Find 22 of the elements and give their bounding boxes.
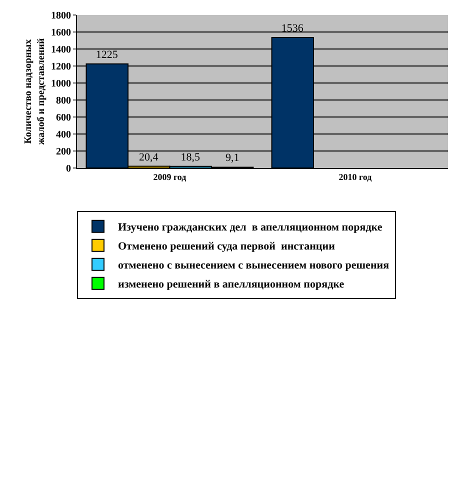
y-tick-label: 600 [56, 112, 71, 124]
x-tick-label: 2010 год [338, 172, 372, 182]
legend-label: Отменено решений суда первой инстанции [118, 240, 336, 253]
y-tick-label: 1800 [51, 10, 71, 22]
y-tick-label: 0 [66, 164, 71, 174]
legend-label: изменено решений в апелляционном порядке [118, 278, 344, 291]
legend-label: Изучено гражданских дел в апелляционном порядке [118, 222, 382, 234]
data-label: 9,1 [225, 152, 240, 164]
y-tick-label: 800 [56, 96, 71, 106]
legend-label: отменено с вынесением с вынесением нового решения [118, 260, 390, 272]
y-axis-title: Количество надзорных жалоб и представлений [23, 38, 47, 145]
y-tick-label: 1600 [51, 28, 71, 38]
data-label: 1225 [96, 48, 118, 61]
y-tick-label: 1000 [51, 78, 71, 90]
y-tick-label: 200 [56, 146, 71, 158]
data-label: 20,4 [139, 151, 159, 164]
data-label: 18,5 [180, 151, 200, 164]
y-tick-label: 1200 [51, 62, 71, 72]
y-tick-label: 400 [56, 130, 71, 140]
y-tick-label: 1400 [51, 44, 71, 56]
x-tick-label: 2009 год [153, 172, 187, 182]
data-label: 1536 [281, 22, 304, 34]
